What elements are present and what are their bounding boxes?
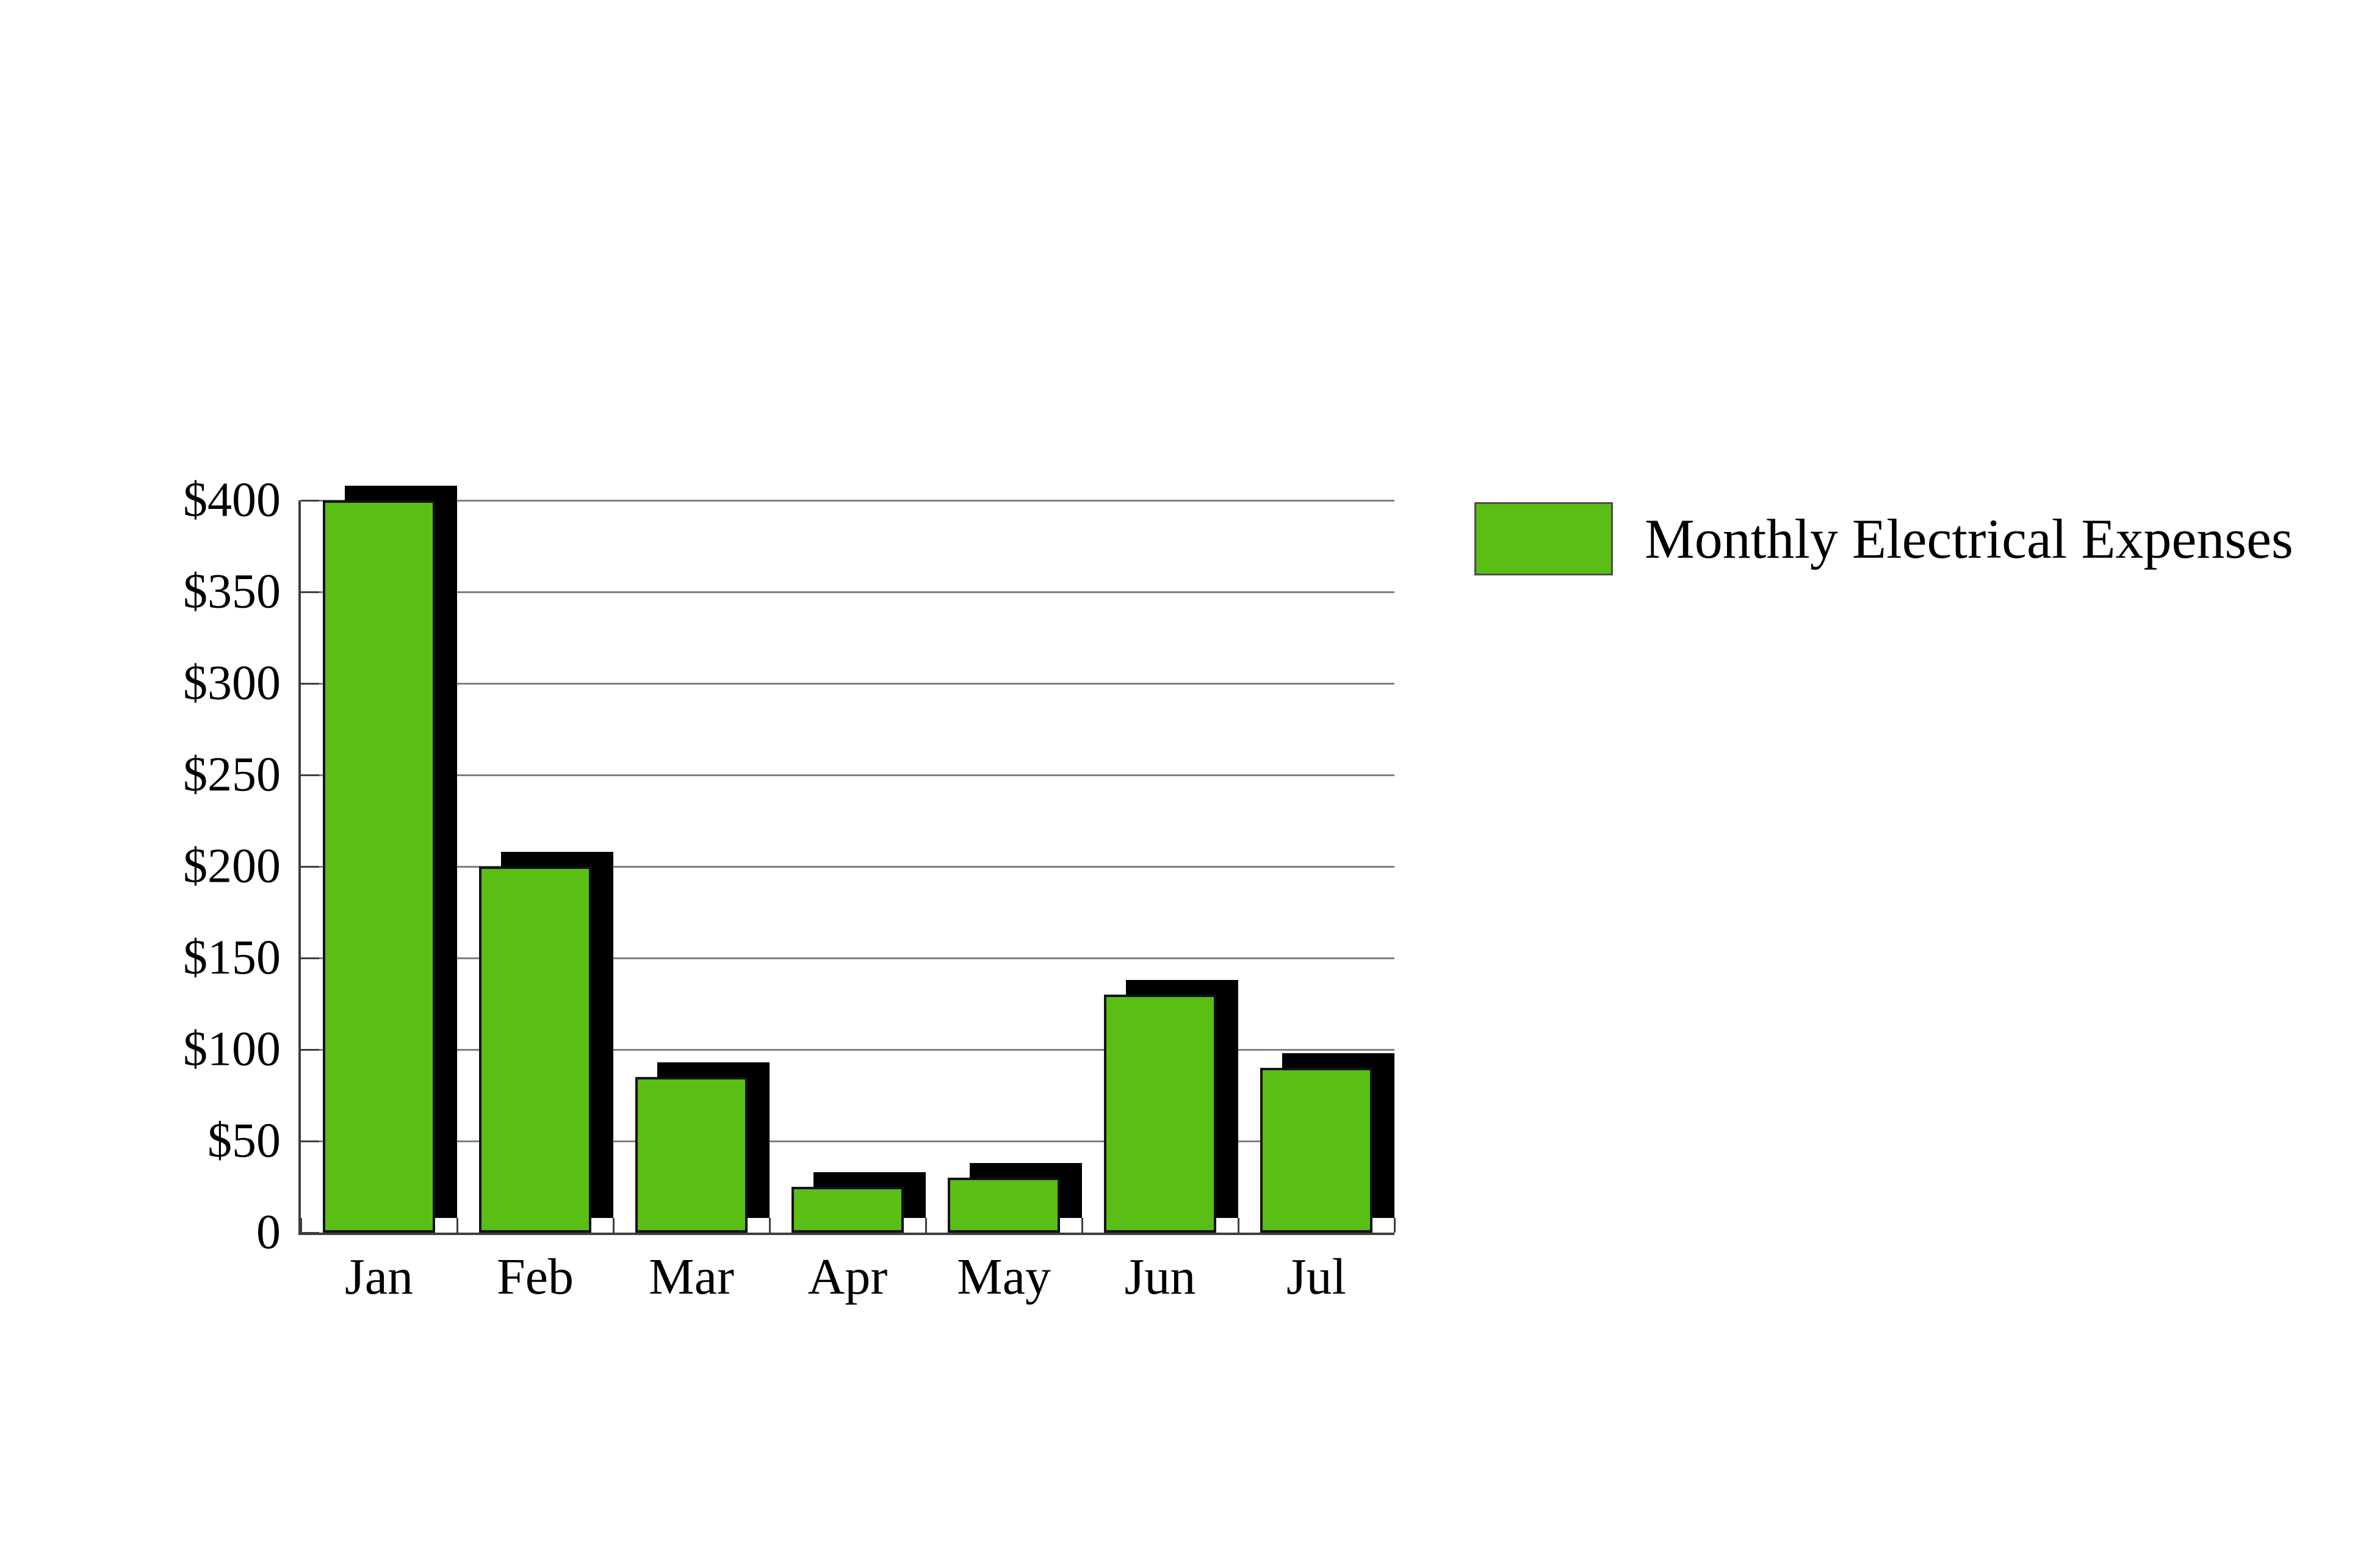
y-tick-400 — [301, 500, 319, 502]
bar-jun — [1104, 995, 1216, 1233]
x-tick-label-feb: Feb — [497, 1248, 574, 1305]
legend-label: Monthly Electrical Expenses — [1645, 508, 2293, 570]
y-tick-label-150: $150 — [183, 931, 281, 985]
y-tick-label-350: $350 — [183, 564, 281, 619]
y-tick-100 — [301, 1049, 319, 1051]
y-tick-350 — [301, 591, 319, 593]
bar-jul — [1260, 1068, 1372, 1233]
y-tick-label-250: $250 — [183, 747, 281, 802]
x-tick-7 — [1393, 1218, 1396, 1233]
plot-area: $400 $350 $300 $250 $200 $150 $100 $50 0 Jan Feb M… — [183, 474, 1396, 1305]
bar-feb — [479, 866, 591, 1233]
gridline-150 — [301, 957, 1394, 959]
y-tick-200 — [301, 866, 319, 868]
x-tick-1 — [456, 1218, 458, 1233]
x-tick-2 — [612, 1218, 615, 1233]
gridline-250 — [301, 774, 1394, 776]
legend: Monthly Electrical Expenses — [1474, 502, 2293, 575]
y-tick-50 — [301, 1140, 319, 1142]
gridline-400 — [301, 500, 1394, 502]
x-tick-4 — [925, 1218, 927, 1233]
y-tick-label-300: $300 — [183, 656, 281, 710]
gridline-350 — [301, 591, 1394, 593]
y-tick-label-0: 0 — [256, 1205, 281, 1259]
y-axis-line — [298, 500, 301, 1233]
gridline-200 — [301, 866, 1394, 868]
y-tick-150 — [301, 957, 319, 959]
gridline-300 — [301, 683, 1394, 685]
x-axis-line — [298, 1233, 1394, 1235]
y-tick-label-200: $200 — [183, 839, 281, 893]
bar-jan — [323, 500, 435, 1233]
x-tick-3 — [768, 1218, 771, 1233]
y-tick-label-400: $400 — [183, 473, 281, 527]
bar-mar — [635, 1077, 748, 1233]
x-tick-label-apr: Apr — [807, 1248, 888, 1305]
x-tick-6 — [1237, 1218, 1239, 1233]
x-tick-label-jun: Jun — [1124, 1248, 1196, 1305]
x-tick-label-jul: Jul — [1286, 1248, 1347, 1305]
x-tick-5 — [1081, 1218, 1083, 1233]
y-tick-250 — [301, 774, 319, 776]
gridline-100 — [301, 1049, 1394, 1051]
y-tick-label-100: $100 — [183, 1022, 281, 1076]
y-tick-300 — [301, 683, 319, 685]
x-tick-label-jan: Jan — [345, 1248, 413, 1305]
y-tick-0 — [301, 1232, 319, 1234]
x-tick-label-mar: Mar — [649, 1248, 734, 1305]
gridline-50 — [301, 1140, 1394, 1142]
x-tick-label-may: May — [957, 1248, 1051, 1305]
y-tick-label-50: $50 — [207, 1114, 281, 1168]
bar-may — [948, 1178, 1060, 1233]
legend-swatch — [1474, 502, 1613, 575]
bar-apr — [792, 1187, 904, 1233]
x-tick-0 — [300, 1218, 302, 1233]
